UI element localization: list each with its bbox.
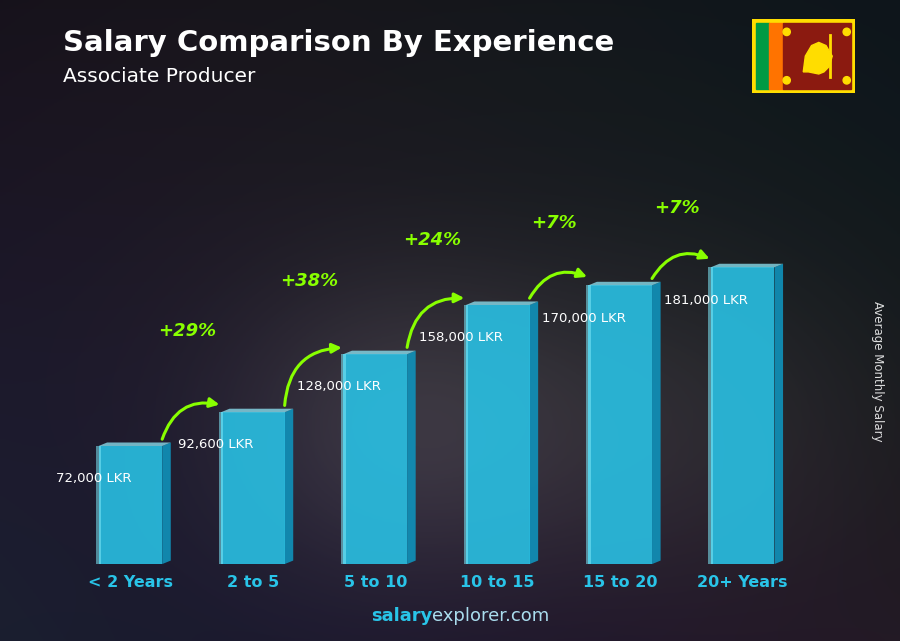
Text: 72,000 LKR: 72,000 LKR [56, 472, 131, 485]
Bar [782, 24, 850, 88]
Text: 128,000 LKR: 128,000 LKR [297, 380, 381, 394]
Polygon shape [803, 42, 833, 74]
Circle shape [783, 77, 790, 84]
Text: 158,000 LKR: 158,000 LKR [419, 331, 503, 344]
Circle shape [783, 28, 790, 35]
Bar [756, 24, 770, 88]
Polygon shape [652, 282, 661, 564]
Polygon shape [407, 351, 416, 564]
Bar [770, 24, 783, 88]
Polygon shape [284, 409, 293, 564]
Bar [464, 305, 468, 564]
Text: salary: salary [371, 607, 432, 625]
Text: Associate Producer: Associate Producer [63, 67, 256, 87]
Polygon shape [775, 263, 783, 564]
Bar [98, 446, 162, 564]
Text: +29%: +29% [158, 322, 216, 340]
Bar [221, 412, 284, 564]
Bar [219, 412, 223, 564]
Circle shape [843, 77, 850, 84]
Bar [589, 285, 652, 564]
Text: +38%: +38% [280, 272, 338, 290]
Polygon shape [466, 301, 538, 305]
Text: Average Monthly Salary: Average Monthly Salary [871, 301, 884, 442]
Polygon shape [162, 442, 171, 564]
Text: Salary Comparison By Experience: Salary Comparison By Experience [63, 29, 614, 57]
Text: 170,000 LKR: 170,000 LKR [542, 312, 625, 324]
Bar [344, 354, 407, 564]
Bar [711, 267, 775, 564]
Text: +7%: +7% [531, 214, 577, 232]
Text: +24%: +24% [402, 231, 461, 249]
Polygon shape [344, 351, 416, 354]
Polygon shape [529, 301, 538, 564]
Polygon shape [98, 442, 171, 446]
Bar [586, 285, 590, 564]
Polygon shape [221, 409, 293, 412]
Bar [341, 354, 346, 564]
Text: +7%: +7% [653, 199, 699, 217]
Text: 92,600 LKR: 92,600 LKR [178, 438, 254, 451]
Circle shape [843, 28, 850, 35]
Bar [96, 446, 101, 564]
Polygon shape [711, 263, 783, 267]
Bar [466, 305, 529, 564]
Text: 181,000 LKR: 181,000 LKR [664, 294, 748, 306]
Polygon shape [589, 282, 661, 285]
Bar [708, 267, 713, 564]
Text: explorer.com: explorer.com [432, 607, 549, 625]
